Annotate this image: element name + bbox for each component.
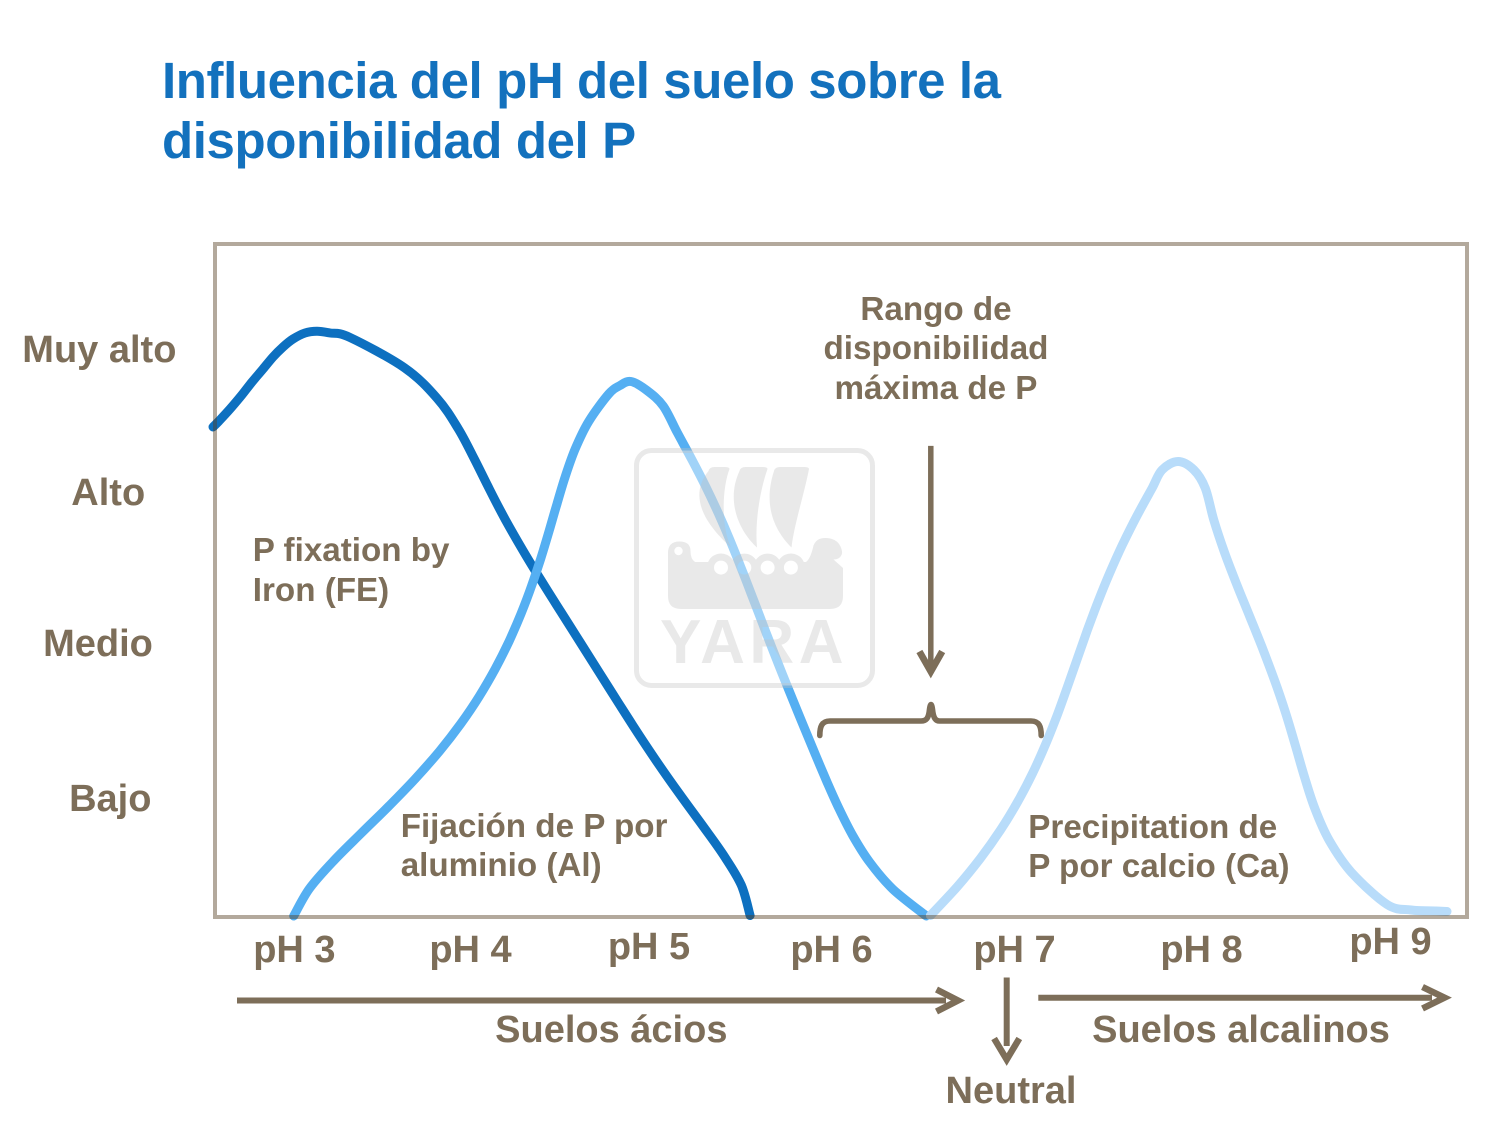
svg-text:YARA: YARA [660,608,848,677]
